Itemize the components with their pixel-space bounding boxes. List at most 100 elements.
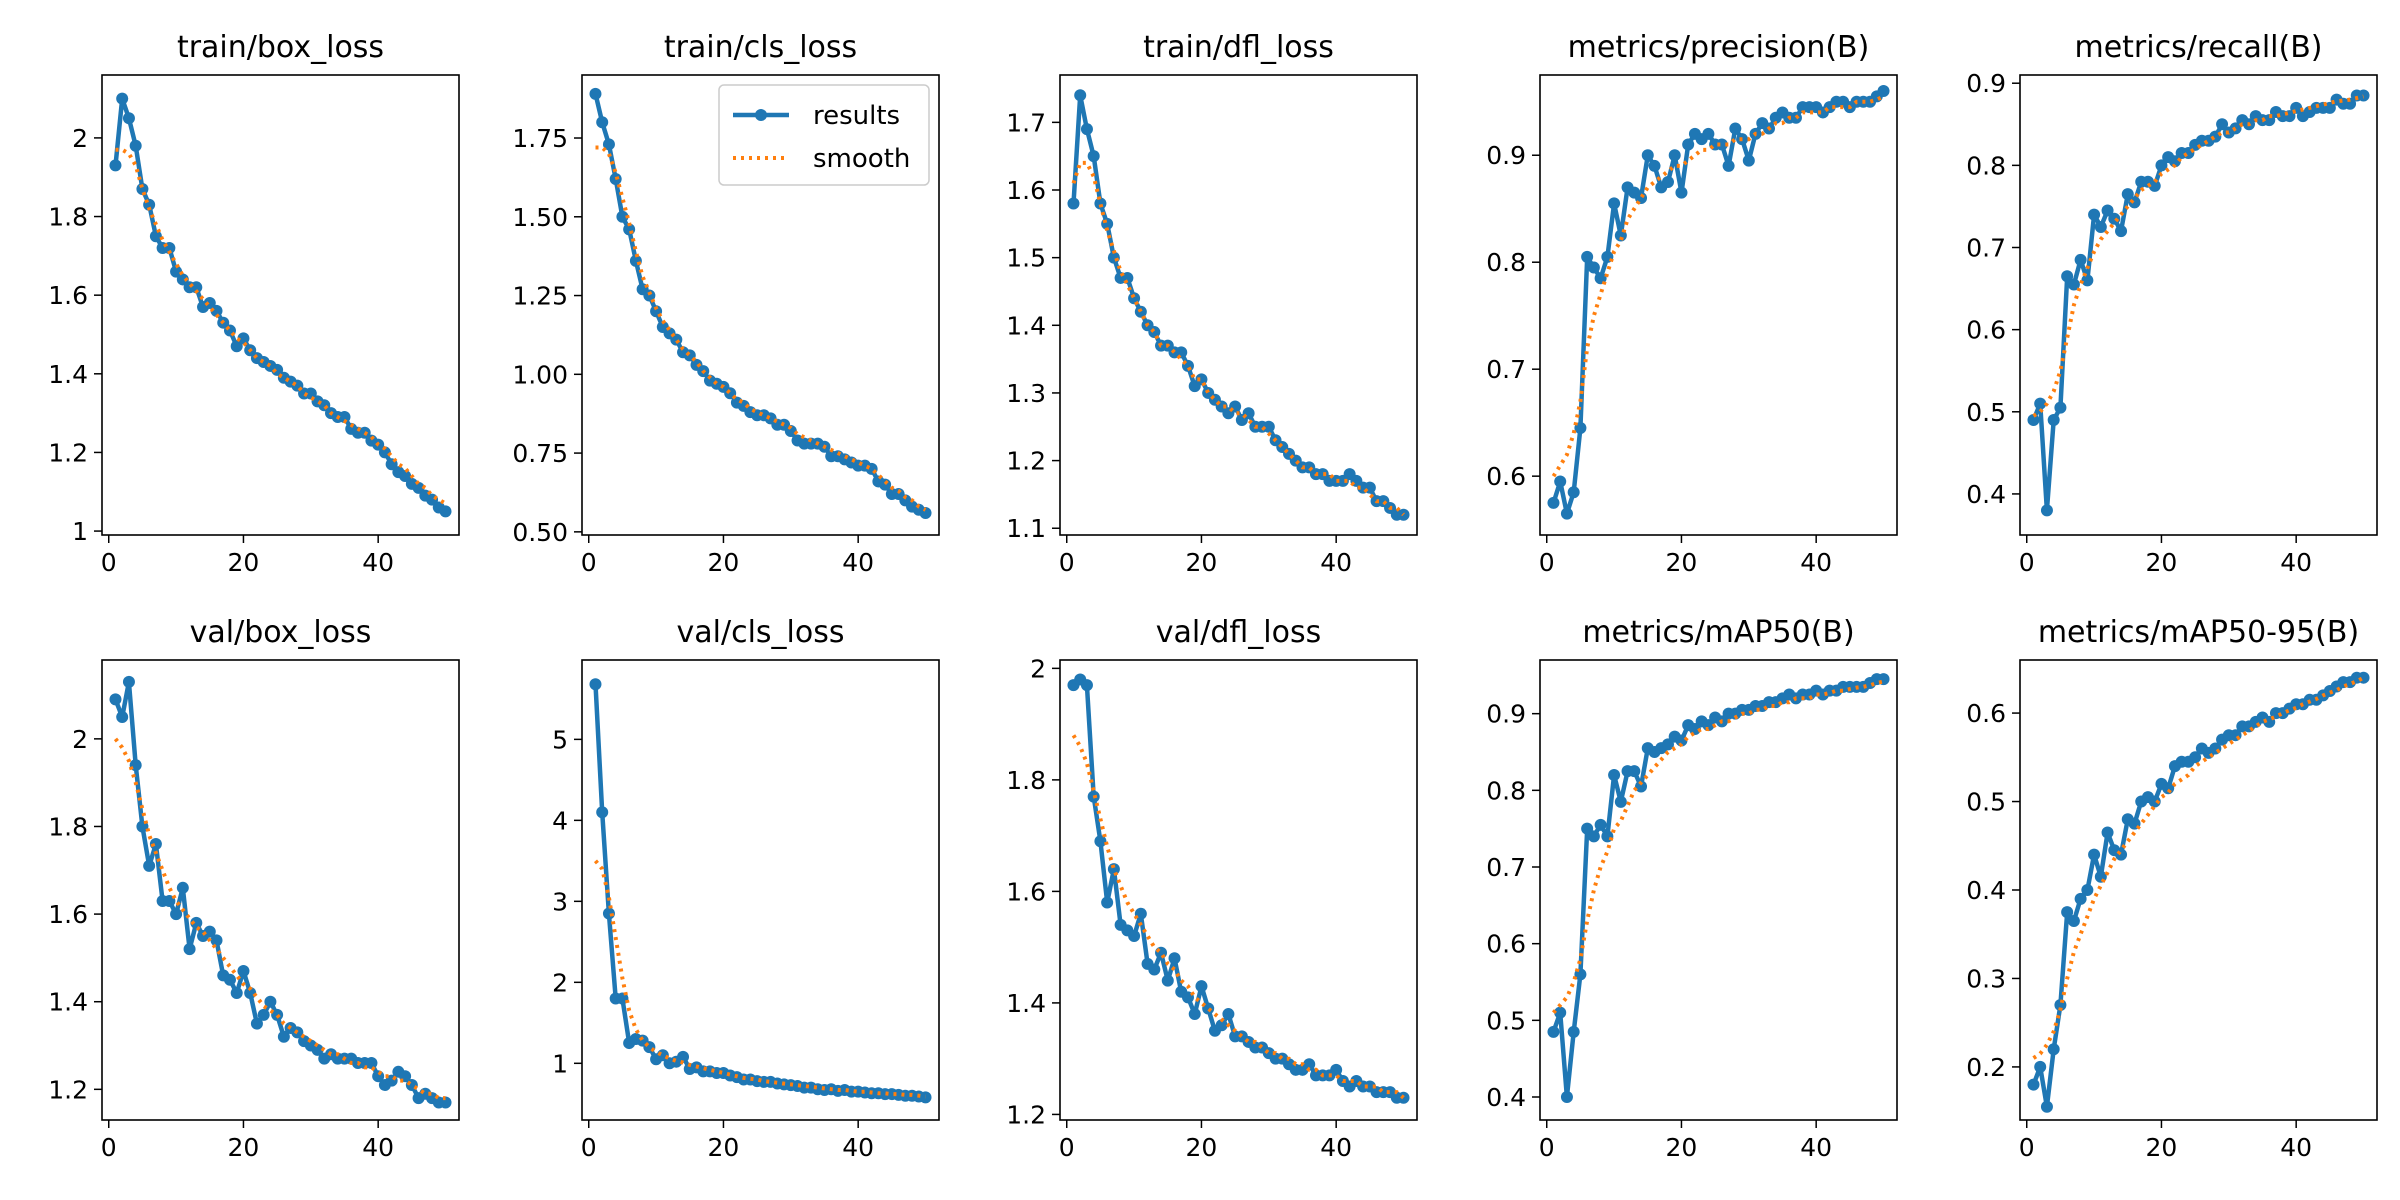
y-tick-label: 0.7 [1486,853,1526,882]
data-point-results [1675,186,1688,199]
data-point-results [2061,906,2074,919]
x-tick-label: 40 [362,548,394,577]
data-point-results [2040,1100,2053,1113]
y-tick-label: 0.4 [1966,480,2006,509]
y-tick-label: 1.2 [1006,447,1046,476]
data-point-results [203,925,216,938]
data-point-results [1074,89,1087,102]
data-point-results [1608,769,1621,781]
data-point-results [109,693,122,706]
data-point-results [1547,1025,1560,1038]
x-tick-label: 20 [708,1133,740,1162]
data-point-results [116,92,129,105]
data-point-results [1594,818,1607,831]
data-point-results [1067,197,1080,210]
series-line-smooth [593,859,926,1099]
x-tick-label: 40 [2280,1133,2312,1162]
y-tick-label: 0.6 [1486,930,1526,959]
data-point-results [1080,679,1093,692]
data-point-results [643,289,656,302]
data-point-results [2155,159,2168,172]
x-tick-label: 0 [1539,548,1555,577]
data-point-results [210,934,223,947]
y-tick-label: 0.7 [1966,234,2006,263]
y-tick-label: 1 [72,517,88,546]
y-tick-label: 0.5 [1486,1006,1526,1035]
data-point-results [1330,1063,1343,1076]
data-point-results [149,230,162,243]
data-point-results [176,881,189,894]
data-point-results [1614,795,1627,808]
data-point-results [1148,963,1161,976]
subplot-title: train/cls_loss [664,30,857,65]
subplot-title: val/cls_loss [677,615,845,650]
data-point-results [1222,1008,1235,1021]
series-line-results [1551,89,1885,516]
data-point-results [2054,401,2067,414]
subplot-7: val/dfl_loss 0 20 40 1.2 1.4 1.6 1.8 2 [1006,615,1418,1162]
series-line-smooth [1071,160,1405,517]
axes-frame [2019,74,2378,536]
subplot-9: metrics/mAP50-95(B) 0 20 40 0.2 0.3 0.4 0.5 0.6 [1966,615,2378,1162]
data-point-results [1554,475,1567,488]
data-point-results [1397,508,1410,521]
y-tick-label: 2 [552,968,568,997]
data-point-results [2047,414,2060,426]
x-tick-label: 20 [2146,548,2178,577]
axes-frame [1059,659,1418,1121]
y-tick-label: 0.6 [1966,316,2006,345]
y-tick-label: 1.5 [1006,244,1046,273]
subplot-title: val/box_loss [190,615,372,650]
subplot-0: train/box_loss 0 20 40 1 1.2 1.4 1.6 1.8 2 [48,30,460,577]
y-tick-label: 0.75 [512,439,568,468]
data-point-results [183,943,196,956]
data-point-results [2074,892,2087,905]
series-line-results [1071,93,1404,517]
y-tick-label: 5 [552,725,568,754]
data-point-results [1128,930,1141,942]
y-tick-label: 4 [552,806,568,835]
legend-label-smooth: smooth [813,144,910,174]
data-point-results [190,916,203,929]
y-tick-label: 0.9 [1486,700,1526,729]
x-tick-label: 20 [708,548,740,577]
y-tick-label: 0.9 [1966,69,2006,98]
y-tick-label: 1.8 [1006,766,1046,795]
series-line-smooth [1071,734,1405,1100]
data-point-results [277,1030,290,1043]
data-point-results [2148,179,2161,192]
data-point-results [271,1008,284,1021]
x-tick-label: 20 [1666,548,1698,577]
data-point-results [2061,270,2074,283]
data-point-results [1094,835,1107,848]
y-tick-label: 1.7 [1006,108,1046,137]
data-point-results [2101,204,2114,217]
y-tick-label: 1.6 [1006,877,1046,906]
data-point-results [2034,397,2047,410]
y-tick-label: 0.8 [1486,776,1526,805]
data-point-results [1168,952,1181,965]
subplot-8: metrics/mAP50(B) 0 20 40 0.4 0.5 0.6 0.7 0.8 0.9 [1486,615,1898,1162]
data-point-results [1675,734,1688,747]
data-point-results [1188,1008,1201,1021]
y-tick-label: 2 [72,124,88,153]
data-point-results [596,116,609,129]
data-point-results [1094,197,1107,210]
data-point-results [122,112,135,125]
axes-frame [581,659,940,1121]
y-tick-label: 1 [552,1049,568,1078]
series-line-results [113,96,447,514]
series-line-smooth [1551,94,1885,478]
x-tick-label: 20 [1186,1133,1218,1162]
y-tick-label: 0.2 [1966,1053,2006,1082]
data-point-results [237,332,250,345]
series-line-smooth [2032,94,2364,418]
legend: results smooth [718,84,930,186]
y-tick-label: 1.2 [1006,1100,1046,1129]
data-point-results [170,908,183,921]
data-point-results [1262,420,1275,433]
data-point-results [2189,751,2202,764]
data-point-results [2148,795,2161,808]
series-line-smooth [115,147,447,506]
y-tick-label: 0.7 [1486,355,1526,384]
